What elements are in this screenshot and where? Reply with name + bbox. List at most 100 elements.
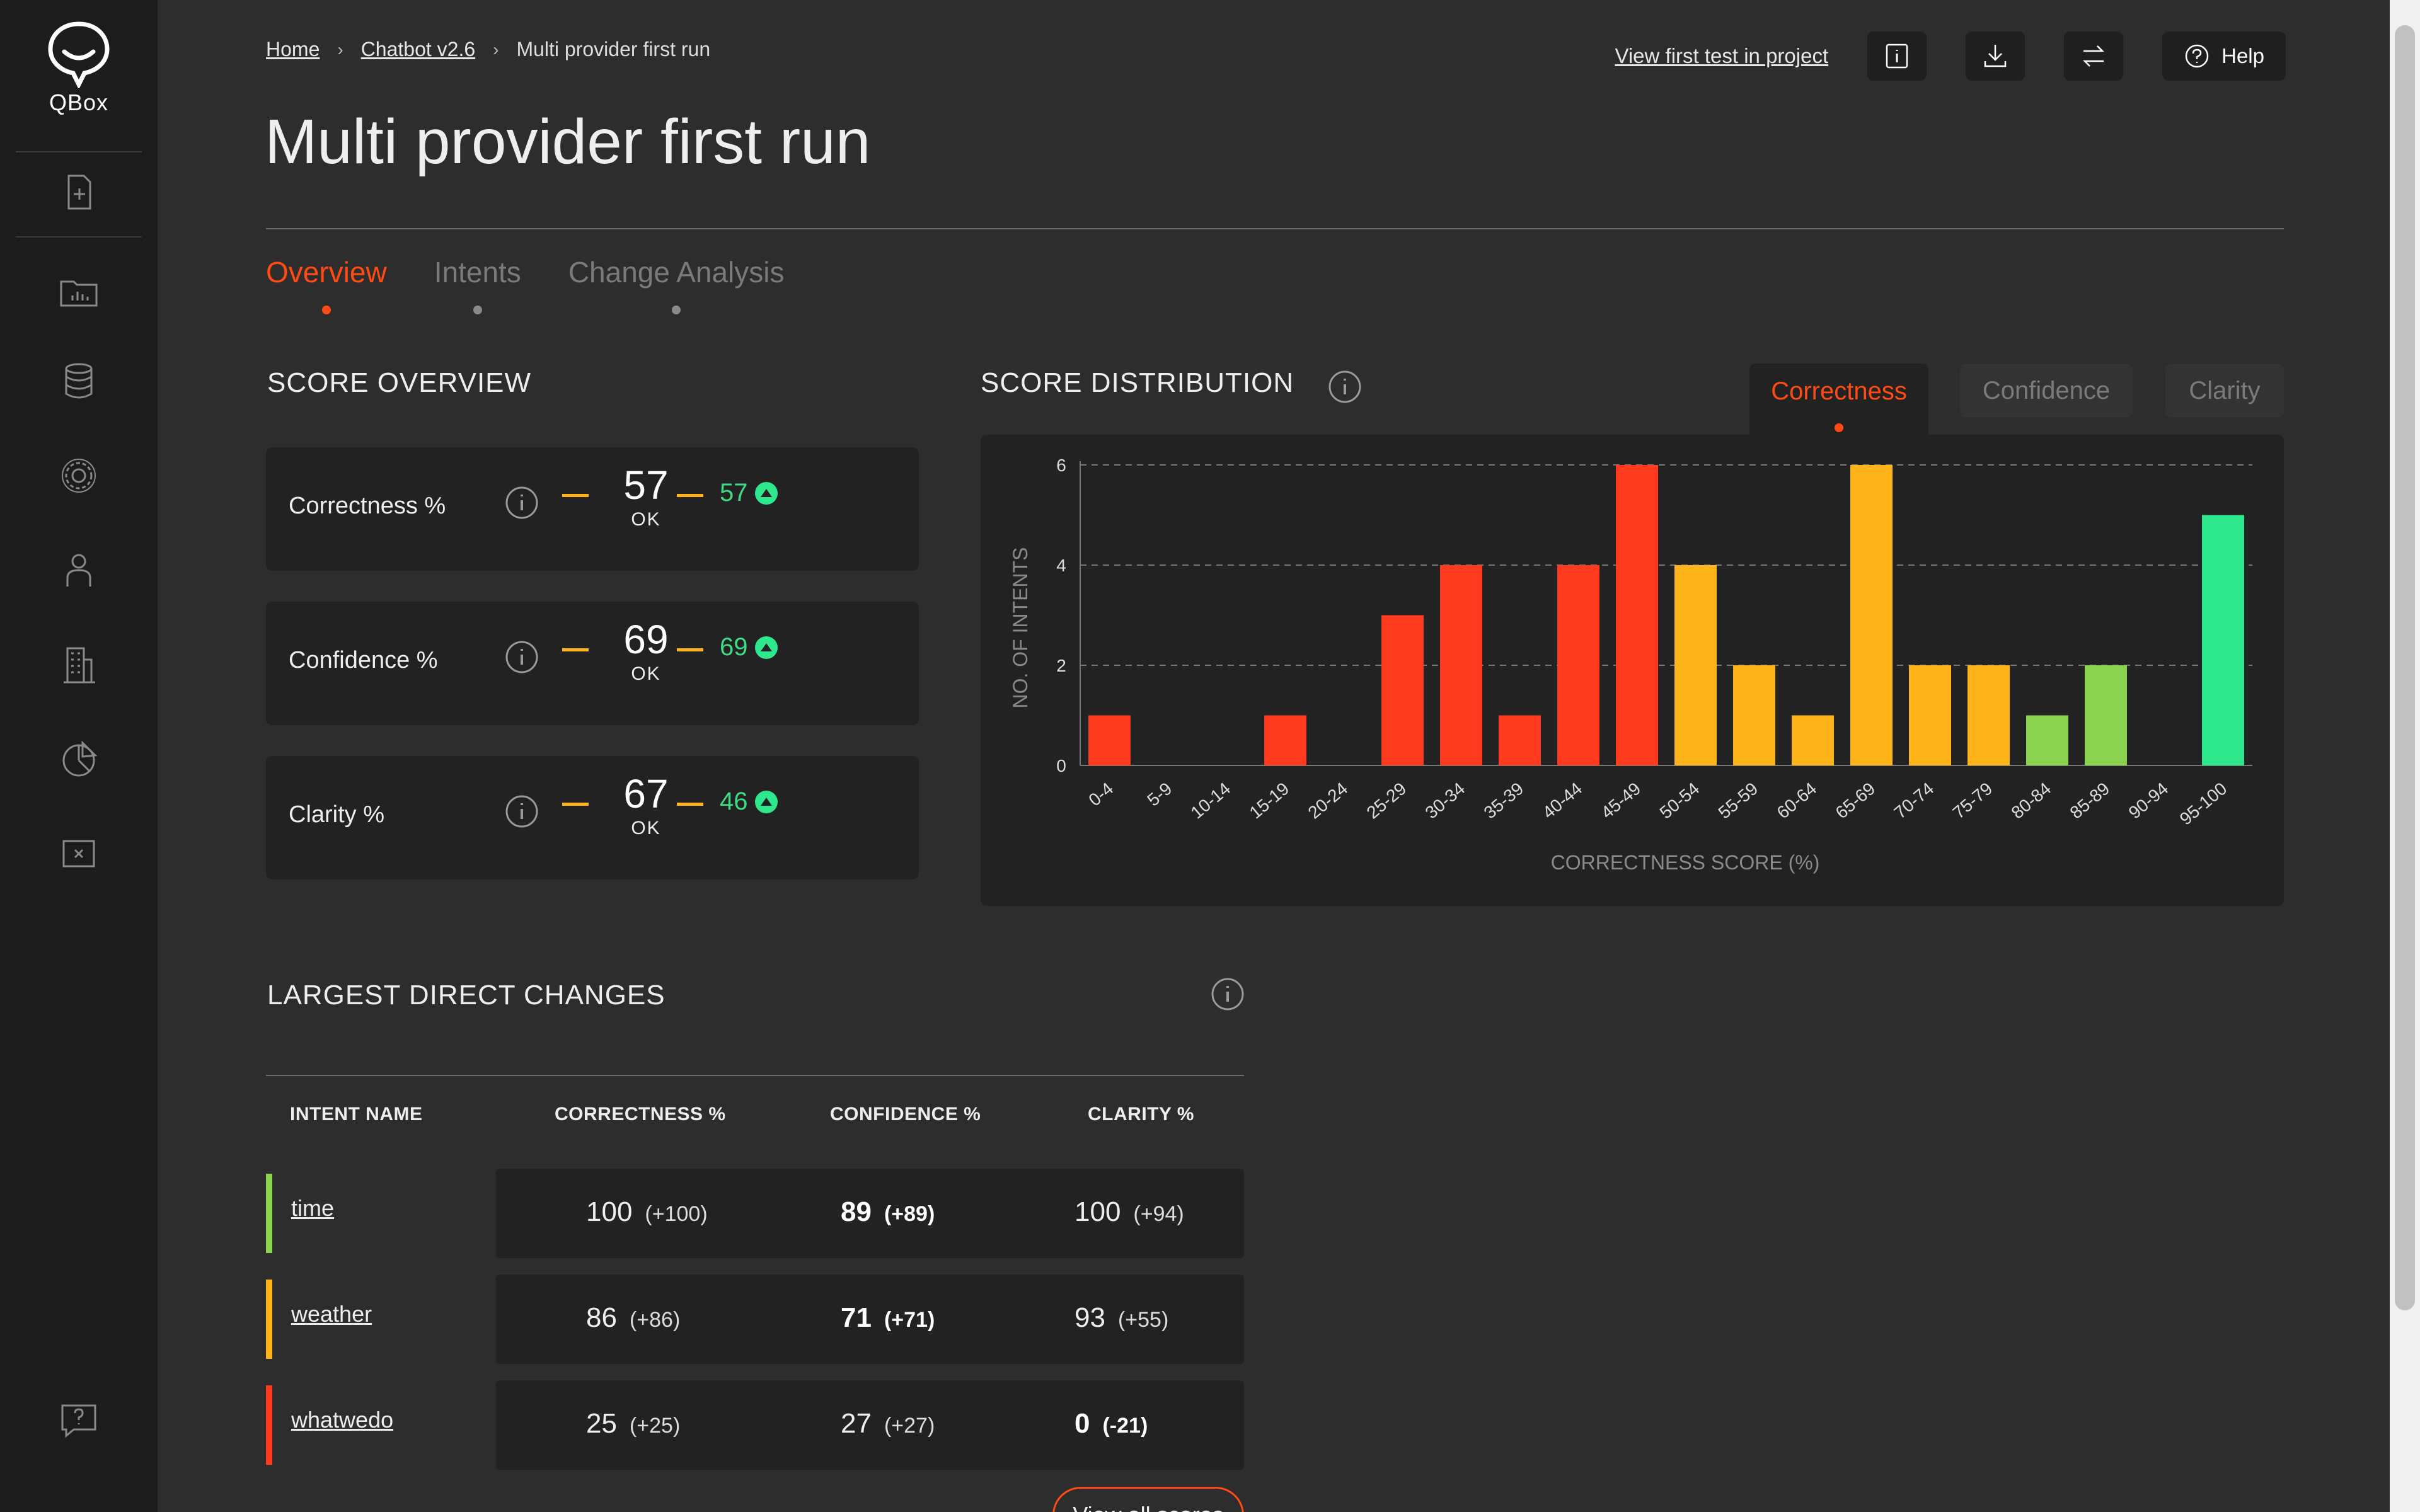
score-card: Clarity % 67 OK 46: [266, 756, 919, 879]
breadcrumb: Home › Chatbot v2.6 › Multi provider fir…: [266, 38, 710, 61]
projects-folder-icon[interactable]: [54, 268, 104, 318]
app-name: QBox: [49, 89, 109, 115]
feedback-question-icon[interactable]: [54, 1395, 104, 1446]
confidence-cell: 89 (+89): [841, 1196, 935, 1228]
score-status: OK: [631, 818, 661, 839]
correctness-cell: 25 (+25): [586, 1408, 680, 1440]
score-info-icon[interactable]: [504, 639, 539, 675]
correctness-toggle[interactable]: Correctness: [1749, 364, 1928, 435]
confidence-toggle[interactable]: Confidence: [1960, 364, 2133, 418]
bar-0-4: [1088, 715, 1131, 765]
clarity-value: 93: [1075, 1302, 1105, 1333]
bar-65-69: [1850, 465, 1893, 765]
intent-name-link[interactable]: weather: [291, 1301, 372, 1327]
breadcrumb-home-link[interactable]: Home: [266, 38, 320, 60]
view-first-test-link[interactable]: View first test in project: [1615, 44, 1829, 67]
previous-score-value: 69: [720, 633, 748, 661]
intent-status-bar: [266, 1385, 272, 1465]
score-distribution-info-icon[interactable]: [1327, 369, 1363, 404]
download-button[interactable]: [1966, 32, 2025, 81]
score-value: 67: [623, 771, 669, 816]
score-info-icon[interactable]: [504, 794, 539, 829]
correctness-delta: (+86): [629, 1308, 681, 1332]
score-distribution-chart: 0 2 4 6 0-4 5-9 10-14 15-19 20-24 25-29 30-34 35-39…: [1009, 455, 2252, 874]
confidence-value: 27: [841, 1408, 872, 1439]
tab-intents[interactable]: Intents: [434, 255, 521, 314]
scrollbar-thumb[interactable]: [2395, 25, 2415, 1310]
score-dash: [677, 803, 703, 806]
x-tick-label: 25-29: [1363, 779, 1410, 823]
x-tick-label: 15-19: [1246, 779, 1293, 823]
score-card-label: Clarity %: [289, 801, 385, 828]
tab-change-analysis[interactable]: Change Analysis: [568, 255, 785, 314]
analytics-pie-icon[interactable]: [54, 734, 104, 784]
score-distribution-title: SCORE DISTRIBUTION: [981, 367, 1294, 398]
score-value-block: 67 OK: [611, 774, 681, 839]
breadcrumb-current: Multi provider first run: [516, 38, 711, 60]
table-row: weather 86 (+86) 71 (+71) 93 (+55): [266, 1274, 1244, 1364]
header-clarity: CLARITY %: [1088, 1104, 1194, 1125]
score-value: 69: [623, 617, 669, 662]
bar-95-100: [2202, 515, 2244, 765]
bar-80-84: [2026, 715, 2068, 765]
page-tabs: Overview Intents Change Analysis: [266, 255, 784, 314]
help-label: Help: [2221, 44, 2264, 67]
scrollbar-track[interactable]: [2390, 0, 2420, 1512]
confidence-delta: (+89): [884, 1202, 935, 1226]
organisation-building-icon[interactable]: [54, 639, 104, 690]
header-correctness: CORRECTNESS %: [555, 1104, 726, 1125]
intent-name-link[interactable]: whatwedo: [291, 1407, 394, 1433]
close-box-icon[interactable]: [54, 828, 104, 879]
view-all-scores-button[interactable]: View all scores: [1052, 1487, 1244, 1512]
score-dash: [677, 494, 703, 497]
app-logo[interactable]: QBox: [0, 19, 158, 116]
new-test-icon[interactable]: [54, 167, 104, 217]
previous-score-value: 46: [720, 788, 748, 815]
x-tick-label: 55-59: [1715, 779, 1762, 823]
top-actions: View first test in project Help: [1615, 32, 2286, 81]
x-tick-label: 35-39: [1480, 779, 1528, 823]
compare-button[interactable]: [2064, 32, 2124, 81]
tab-label: Change Analysis: [568, 256, 785, 289]
score-info-icon[interactable]: [504, 485, 539, 520]
title-divider: [266, 228, 2284, 229]
x-tick-label: 85-89: [2066, 779, 2114, 823]
score-status: OK: [631, 663, 661, 684]
breadcrumb-separator: ›: [337, 39, 343, 59]
intent-name-link[interactable]: time: [291, 1195, 335, 1221]
test-info-button[interactable]: [1867, 32, 1927, 81]
clarity-delta: (+55): [1117, 1308, 1169, 1332]
trend-up-icon: [754, 790, 778, 813]
toggle-label: Confidence: [1982, 376, 2111, 404]
score-overview-title: SCORE OVERVIEW: [267, 367, 532, 398]
x-tick-label: 20-24: [1305, 779, 1352, 823]
intent-name-cell: time: [266, 1169, 496, 1258]
x-tick-label: 90-94: [2125, 779, 2172, 823]
confidence-value: 71: [841, 1302, 872, 1333]
correctness-value: 25: [586, 1408, 617, 1439]
toggle-label: Clarity: [2189, 376, 2261, 404]
score-dash: [562, 648, 589, 651]
help-button[interactable]: Help: [2162, 32, 2286, 81]
intent-scores: 86 (+86) 71 (+71) 93 (+55): [496, 1274, 1244, 1364]
previous-score-value: 57: [720, 479, 748, 507]
intent-scores: 100 (+100) 89 (+89) 100 (+94): [496, 1169, 1244, 1258]
tab-indicator-dot: [672, 306, 681, 314]
bar-35-39: [1499, 715, 1541, 765]
correctness-value: 100: [586, 1196, 633, 1227]
x-tick-label: 95-100: [2176, 779, 2231, 829]
x-tick-label: 60-64: [1773, 779, 1821, 823]
confidence-delta: (+71): [884, 1308, 935, 1332]
breadcrumb-project-link[interactable]: Chatbot v2.6: [360, 38, 476, 60]
clarity-cell: 100 (+94): [1075, 1196, 1184, 1228]
correctness-delta: (+100): [645, 1202, 708, 1226]
tab-overview[interactable]: Overview: [266, 255, 387, 314]
correctness-cell: 100 (+100): [586, 1196, 708, 1228]
clarity-toggle[interactable]: Clarity: [2165, 364, 2284, 418]
info-document-icon: [1886, 43, 1908, 69]
user-icon[interactable]: [54, 545, 104, 595]
y-tick-label: 6: [1056, 455, 1066, 475]
database-icon[interactable]: [54, 356, 104, 406]
settings-gear-icon[interactable]: [54, 450, 104, 501]
largest-changes-info-icon[interactable]: [1210, 976, 1245, 1012]
